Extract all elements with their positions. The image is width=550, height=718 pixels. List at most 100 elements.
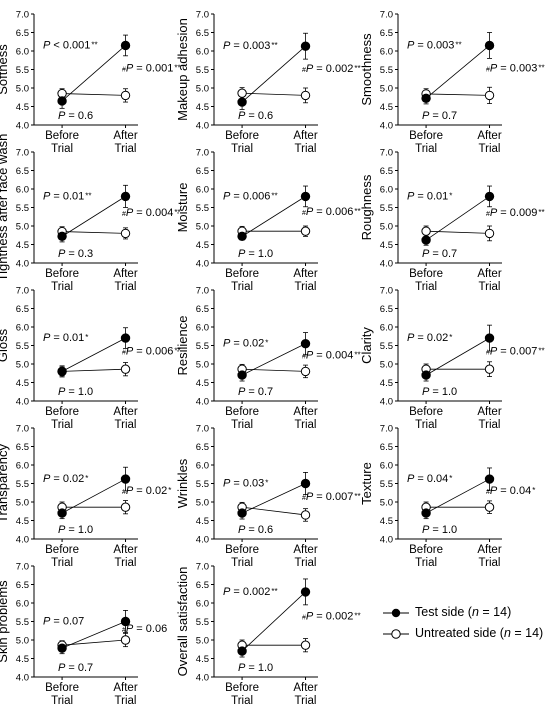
x-tick-label: After Trial xyxy=(477,406,501,431)
untreated-side-point xyxy=(120,228,131,239)
test-side-point xyxy=(300,478,311,489)
y-tick-label: 6.5 xyxy=(380,166,393,177)
y-tick-label: 4.0 xyxy=(380,121,393,132)
annotation-test-p: P = 0.003** xyxy=(407,39,462,51)
x-tick-label: Before Trial xyxy=(225,544,259,569)
y-tick-label: 7.0 xyxy=(16,148,29,159)
x-tick-label: Before Trial xyxy=(225,682,259,707)
y-tick-label: 4.5 xyxy=(16,654,29,665)
annotation-untreated-p: P = 0.7 xyxy=(422,110,457,122)
annotation-untreated-p: P = 0.7 xyxy=(422,248,457,260)
y-tick-label: 6.0 xyxy=(196,599,209,610)
x-tick-label: After Trial xyxy=(477,268,501,293)
y-tick-label: 5.0 xyxy=(196,498,209,509)
annotation-untreated-p: P = 0.6 xyxy=(238,524,273,536)
y-tick-label: 7.0 xyxy=(16,562,29,573)
y-tick-label: 6.0 xyxy=(380,47,393,58)
annotation-between-p: #P = 0.006** xyxy=(302,206,361,218)
x-tick-label: Before Trial xyxy=(225,406,259,431)
y-tick-label: 6.5 xyxy=(196,442,209,453)
y-axis-label: Roughness xyxy=(359,174,374,240)
annotation-test-p: P = 0.002** xyxy=(223,586,278,598)
y-tick-label: 4.0 xyxy=(380,397,393,408)
test-side-line xyxy=(241,343,306,376)
x-tick-label: After Trial xyxy=(477,130,501,155)
y-tick-label: 4.5 xyxy=(196,378,209,389)
test-side-line xyxy=(241,196,306,237)
x-tick-label: After Trial xyxy=(477,544,501,569)
test-side-line xyxy=(425,45,490,99)
test-side-point xyxy=(120,191,131,202)
x-tick-label: Before Trial xyxy=(409,544,443,569)
y-axis-label: Tightness after face wash xyxy=(0,134,10,282)
y-tick-label: 4.0 xyxy=(16,121,29,132)
test-side-point xyxy=(237,508,247,518)
test-side-line xyxy=(425,337,490,376)
untreated-side-line xyxy=(242,92,306,96)
y-tick-label: 5.5 xyxy=(196,203,209,214)
x-tick-label: Before Trial xyxy=(409,406,443,431)
y-tick-label: 4.5 xyxy=(16,516,29,527)
y-tick-label: 5.0 xyxy=(16,222,29,233)
test-side-point xyxy=(237,231,247,242)
untreated-side-line xyxy=(62,368,126,372)
y-tick-label: 7.0 xyxy=(196,286,209,297)
y-tick-label: 4.5 xyxy=(380,240,393,251)
y-tick-label: 4.0 xyxy=(196,535,209,546)
y-tick-label: 7.0 xyxy=(380,286,393,297)
y-tick-label: 4.5 xyxy=(196,102,209,113)
annotation-untreated-p: P = 0.7 xyxy=(238,386,273,398)
y-tick-label: 7.0 xyxy=(196,148,209,159)
test-side-point xyxy=(421,93,431,104)
chart-panel: 4.0 4.5 5.0 5.5 6.0 6.5 7.0 Before Trial After Tri… xyxy=(0,424,171,570)
y-tick-label: 5.5 xyxy=(196,341,209,352)
chart-panel: 4.0 4.5 5.0 5.5 6.0 6.5 7.0 Before Trial After Tri… xyxy=(0,562,167,708)
y-tick-label: 4.0 xyxy=(196,259,209,270)
x-tick-label: Before Trial xyxy=(409,268,443,293)
y-tick-label: 5.0 xyxy=(196,360,209,371)
y-axis-label: Makeup adhesion xyxy=(175,18,190,121)
y-axis-label: Clarity xyxy=(359,327,374,364)
x-tick-label: After Trial xyxy=(113,268,137,293)
chart-panel: 4.0 4.5 5.0 5.5 6.0 6.5 7.0 Before Trial After Tri… xyxy=(359,148,545,294)
y-tick-label: 6.0 xyxy=(16,185,29,196)
y-tick-label: 5.5 xyxy=(16,479,29,490)
annotation-between-p: #P = 0.009** xyxy=(486,207,545,219)
y-axis-label: Skin problems xyxy=(0,580,10,663)
legend: Test side (n = 14) Untreated side (n = 1… xyxy=(383,602,543,644)
y-axis-label: Texture xyxy=(359,462,374,505)
annotation-between-p: #P = 0.06 xyxy=(122,623,167,635)
test-side-point xyxy=(120,40,131,51)
y-tick-label: 7.0 xyxy=(380,148,393,159)
open-circle-marker-icon xyxy=(383,628,409,639)
y-axis-label: Moisture xyxy=(175,183,190,233)
y-tick-label: 5.5 xyxy=(380,479,393,490)
y-tick-label: 5.5 xyxy=(196,65,209,76)
untreated-side-point xyxy=(120,90,131,101)
untreated-side-point xyxy=(484,364,495,374)
chart-panel: 4.0 4.5 5.0 5.5 6.0 6.5 7.0 Before Trial After Tri… xyxy=(175,424,361,570)
y-tick-label: 4.5 xyxy=(380,516,393,527)
annotation-untreated-p: P = 0.3 xyxy=(58,248,93,260)
x-tick-label: After Trial xyxy=(293,268,317,293)
y-tick-label: 6.0 xyxy=(380,323,393,334)
annotation-untreated-p: P = 1.0 xyxy=(422,386,457,398)
y-axis-label: Gloss xyxy=(0,328,10,362)
untreated-side-line xyxy=(62,639,126,646)
annotation-test-p: P = 0.01* xyxy=(407,190,452,202)
test-side-line xyxy=(61,196,126,237)
test-side-point xyxy=(120,616,131,627)
y-tick-label: 5.0 xyxy=(380,498,393,509)
y-tick-label: 6.0 xyxy=(196,323,209,334)
y-tick-label: 5.5 xyxy=(196,617,209,628)
y-axis-label: Transparency xyxy=(0,444,10,523)
legend-label-untreated: Untreated side (n = 14) xyxy=(415,626,544,640)
chart-panel: 4.0 4.5 5.0 5.5 6.0 6.5 7.0 Before Trial After Tri… xyxy=(175,148,361,294)
y-tick-label: 5.0 xyxy=(16,636,29,647)
x-tick-label: Before Trial xyxy=(225,130,259,155)
x-tick-label: After Trial xyxy=(113,406,137,431)
x-tick-label: Before Trial xyxy=(45,268,79,293)
y-tick-label: 5.0 xyxy=(196,84,209,95)
y-tick-label: 6.5 xyxy=(380,304,393,315)
